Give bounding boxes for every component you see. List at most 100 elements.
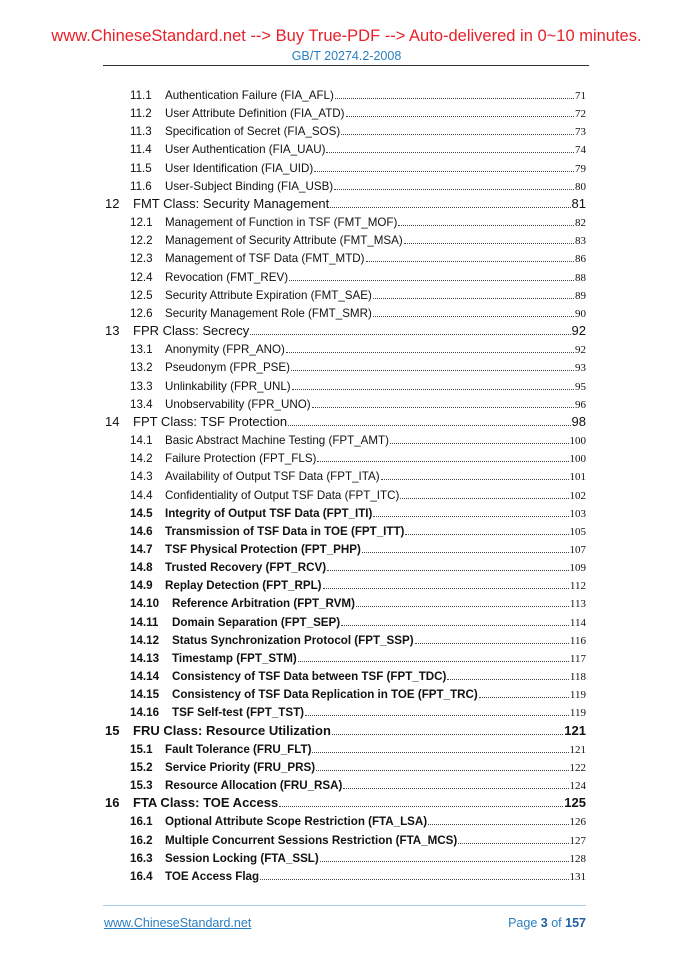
toc-page: 102	[569, 489, 587, 502]
toc-page: 83	[575, 235, 586, 248]
toc-title: Fault Tolerance (FRU_FLT)	[165, 742, 312, 756]
promo-banner[interactable]: www.ChineseStandard.net --> Buy True-PDF…	[51, 27, 642, 45]
toc-entry[interactable]: 14.3 Availability of Output TSF Data (FPT…	[130, 465, 586, 483]
toc-entry[interactable]: 16.3 Session Locking (FTA_SSL) 128	[130, 847, 586, 865]
toc-title: Management of Security Attribute (FMT_MS…	[165, 234, 403, 248]
toc-number: 16.3	[130, 851, 153, 865]
toc-entry[interactable]: 12.6 Security Management Role (FMT_SMR) 90	[130, 302, 586, 320]
header-divider	[103, 65, 589, 66]
toc-entry[interactable]: 11.4 User Authentication (FIA_UAU) 74	[130, 138, 586, 156]
toc-entry[interactable]: 12.5 Security Attribute Expiration (FMT_S…	[130, 284, 586, 302]
toc-leader	[398, 225, 574, 227]
toc-number: 16.4	[130, 869, 153, 883]
toc-entry[interactable]: 11.2 User Attribute Definition (FIA_ATD) 7…	[130, 102, 586, 120]
toc-title: User Attribute Definition (FIA_ATD)	[165, 107, 345, 121]
toc-entry[interactable]: 16.2 Multiple Concurrent Sessions Restric…	[130, 829, 586, 847]
toc-number: 12.4	[130, 270, 153, 284]
toc-entry[interactable]: 14.8 Trusted Recovery (FPT_RCV) 109	[130, 556, 586, 574]
toc-number: 13.4	[130, 397, 153, 411]
toc-page: 109	[569, 562, 587, 575]
toc-title: Security Management Role (FMT_SMR)	[165, 306, 372, 320]
standard-number: GB/T 20274.2-2008	[291, 49, 402, 63]
toc-page: 93	[575, 362, 586, 375]
toc-leader	[305, 715, 569, 717]
toc-entry[interactable]: 13.1 Anonymity (FPR_ANO) 92	[130, 338, 586, 356]
toc-chapter[interactable]: 16 FTA Class: TOE Access 125	[105, 792, 586, 810]
toc-chapter[interactable]: 13 FPR Class: Secrecy 92	[105, 320, 586, 338]
toc-entry[interactable]: 12.3 Management of TSF Data (FMT_MTD) 86	[130, 247, 586, 265]
toc-entry[interactable]: 15.2 Service Priority (FRU_PRS) 122	[130, 756, 586, 774]
toc-leader	[343, 788, 569, 790]
toc-title: Anonymity (FPR_ANO)	[165, 343, 285, 357]
toc-leader	[289, 279, 574, 281]
toc-leader	[334, 98, 574, 99]
toc-number: 14	[105, 413, 120, 429]
toc-title: FTA Class: TOE Access	[133, 795, 279, 811]
toc-chapter[interactable]: 15 FRU Class: Resource Utilization 121	[105, 720, 586, 738]
toc-entry[interactable]: 14.16 TSF Self-test (FPT_TST) 119	[130, 701, 586, 719]
toc-title: Multiple Concurrent Sessions Restriction…	[165, 833, 458, 847]
toc-leader	[316, 769, 569, 771]
toc-entry[interactable]: 13.2 Pseudonym (FPR_PSE) 93	[130, 356, 586, 374]
toc-number: 16.2	[130, 833, 153, 847]
toc-leader	[341, 134, 574, 136]
toc-title: Replay Detection (FPT_RPL)	[165, 579, 322, 593]
toc-entry[interactable]: 14.10 Reference Arbitration (FPT_RVM) 113	[130, 592, 586, 610]
toc-entry[interactable]: 14.14 Consistency of TSF Data between TSF…	[130, 665, 586, 683]
page-indicator: Page 3 of 157	[508, 916, 586, 930]
toc-entry[interactable]: 14.6 Transmission of TSF Data in TOE (FPT…	[130, 520, 586, 538]
toc-leader	[355, 606, 569, 608]
toc-page: 88	[575, 271, 586, 284]
toc-page: 127	[569, 834, 587, 847]
toc-entry[interactable]: 16.4 TOE Access Flag 131	[130, 865, 586, 883]
toc-entry[interactable]: 14.12 Status Synchronization Protocol (FP…	[130, 629, 586, 647]
toc-entry[interactable]: 14.13 Timestamp (FPT_STM) 117	[130, 647, 586, 665]
toc-entry[interactable]: 14.9 Replay Detection (FPT_RPL) 112	[130, 574, 586, 592]
toc-leader	[373, 515, 569, 517]
toc-leader	[326, 152, 574, 154]
toc-title: Pseudonym (FPR_PSE)	[165, 361, 291, 375]
toc-entry[interactable]: 15.3 Resource Allocation (FRU_RSA) 124	[130, 774, 586, 792]
toc-number: 14.11	[130, 615, 159, 629]
toc-entry[interactable]: 13.4 Unobservability (FPR_UNO) 96	[130, 393, 586, 411]
toc-entry[interactable]: 16.1 Optional Attribute Scope Restriction…	[130, 810, 586, 828]
toc-leader	[334, 188, 574, 190]
toc-entry[interactable]: 12.1 Management of Function in TSF (FMT_M…	[130, 211, 586, 229]
toc-page: 114	[569, 616, 586, 629]
footer-link[interactable]: www.ChineseStandard.net	[104, 916, 252, 930]
toc-leader	[405, 533, 569, 535]
toc-title: Service Priority (FRU_PRS)	[165, 760, 316, 774]
toc-number: 14.8	[130, 561, 153, 575]
toc-page: 92	[575, 344, 586, 357]
toc-entry[interactable]: 14.2 Failure Protection (FPT_FLS) 100	[130, 447, 586, 465]
toc-chapter[interactable]: 14 FPT Class: TSF Protection 98	[105, 411, 586, 429]
toc-leader	[279, 806, 564, 808]
toc-chapter[interactable]: 12 FMT Class: Security Management 81	[105, 193, 586, 211]
toc-entry[interactable]: 14.5 Integrity of Output TSF Data (FPT_IT…	[130, 502, 586, 520]
current-page: 3	[540, 916, 548, 930]
toc-entry[interactable]: 11.5 User Identification (FIA_UID) 79	[130, 157, 586, 175]
toc-entry[interactable]: 12.4 Revocation (FMT_REV) 88	[130, 266, 586, 284]
toc-title: FMT Class: Security Management	[133, 195, 330, 211]
toc-entry[interactable]: 14.1 Basic Abstract Machine Testing (FPT_…	[130, 429, 586, 447]
toc-number: 13.3	[130, 379, 153, 393]
toc-title: Transmission of TSF Data in TOE (FPT_ITT…	[165, 524, 405, 538]
toc-page: 96	[575, 398, 586, 411]
toc-entry[interactable]: 14.4 Confidentiality of Output TSF Data (…	[130, 484, 586, 502]
toc-entry[interactable]: 11.3 Specification of Secret (FIA_SOS) 73	[130, 120, 586, 138]
toc-entry[interactable]: 14.7 TSF Physical Protection (FPT_PHP) 107	[130, 538, 586, 556]
toc-entry[interactable]: 12.2 Management of Security Attribute (FM…	[130, 229, 586, 247]
toc-entry[interactable]: 14.15 Consistency of TSF Data Replication…	[130, 683, 586, 701]
toc-number: 16.1	[130, 815, 153, 829]
toc-entry[interactable]: 11.1 Authentication Failure (FIA_AFL) 71	[130, 84, 586, 102]
toc-leader	[288, 424, 571, 426]
toc-entry[interactable]: 15.1 Fault Tolerance (FRU_FLT) 121	[130, 738, 586, 756]
toc-page: 131	[569, 870, 587, 883]
toc-leader	[372, 315, 574, 317]
toc-entry[interactable]: 13.3 Unlinkability (FPR_UNL) 95	[130, 375, 586, 393]
toc-entry[interactable]: 11.6 User-Subject Binding (FIA_USB) 80	[130, 175, 586, 193]
toc-page: 82	[575, 217, 586, 230]
toc-entry[interactable]: 14.11 Domain Separation (FPT_SEP) 114	[130, 611, 586, 629]
toc-title: Security Attribute Expiration (FMT_SAE)	[165, 288, 372, 302]
toc-title: Specification of Secret (FIA_SOS)	[165, 125, 341, 139]
